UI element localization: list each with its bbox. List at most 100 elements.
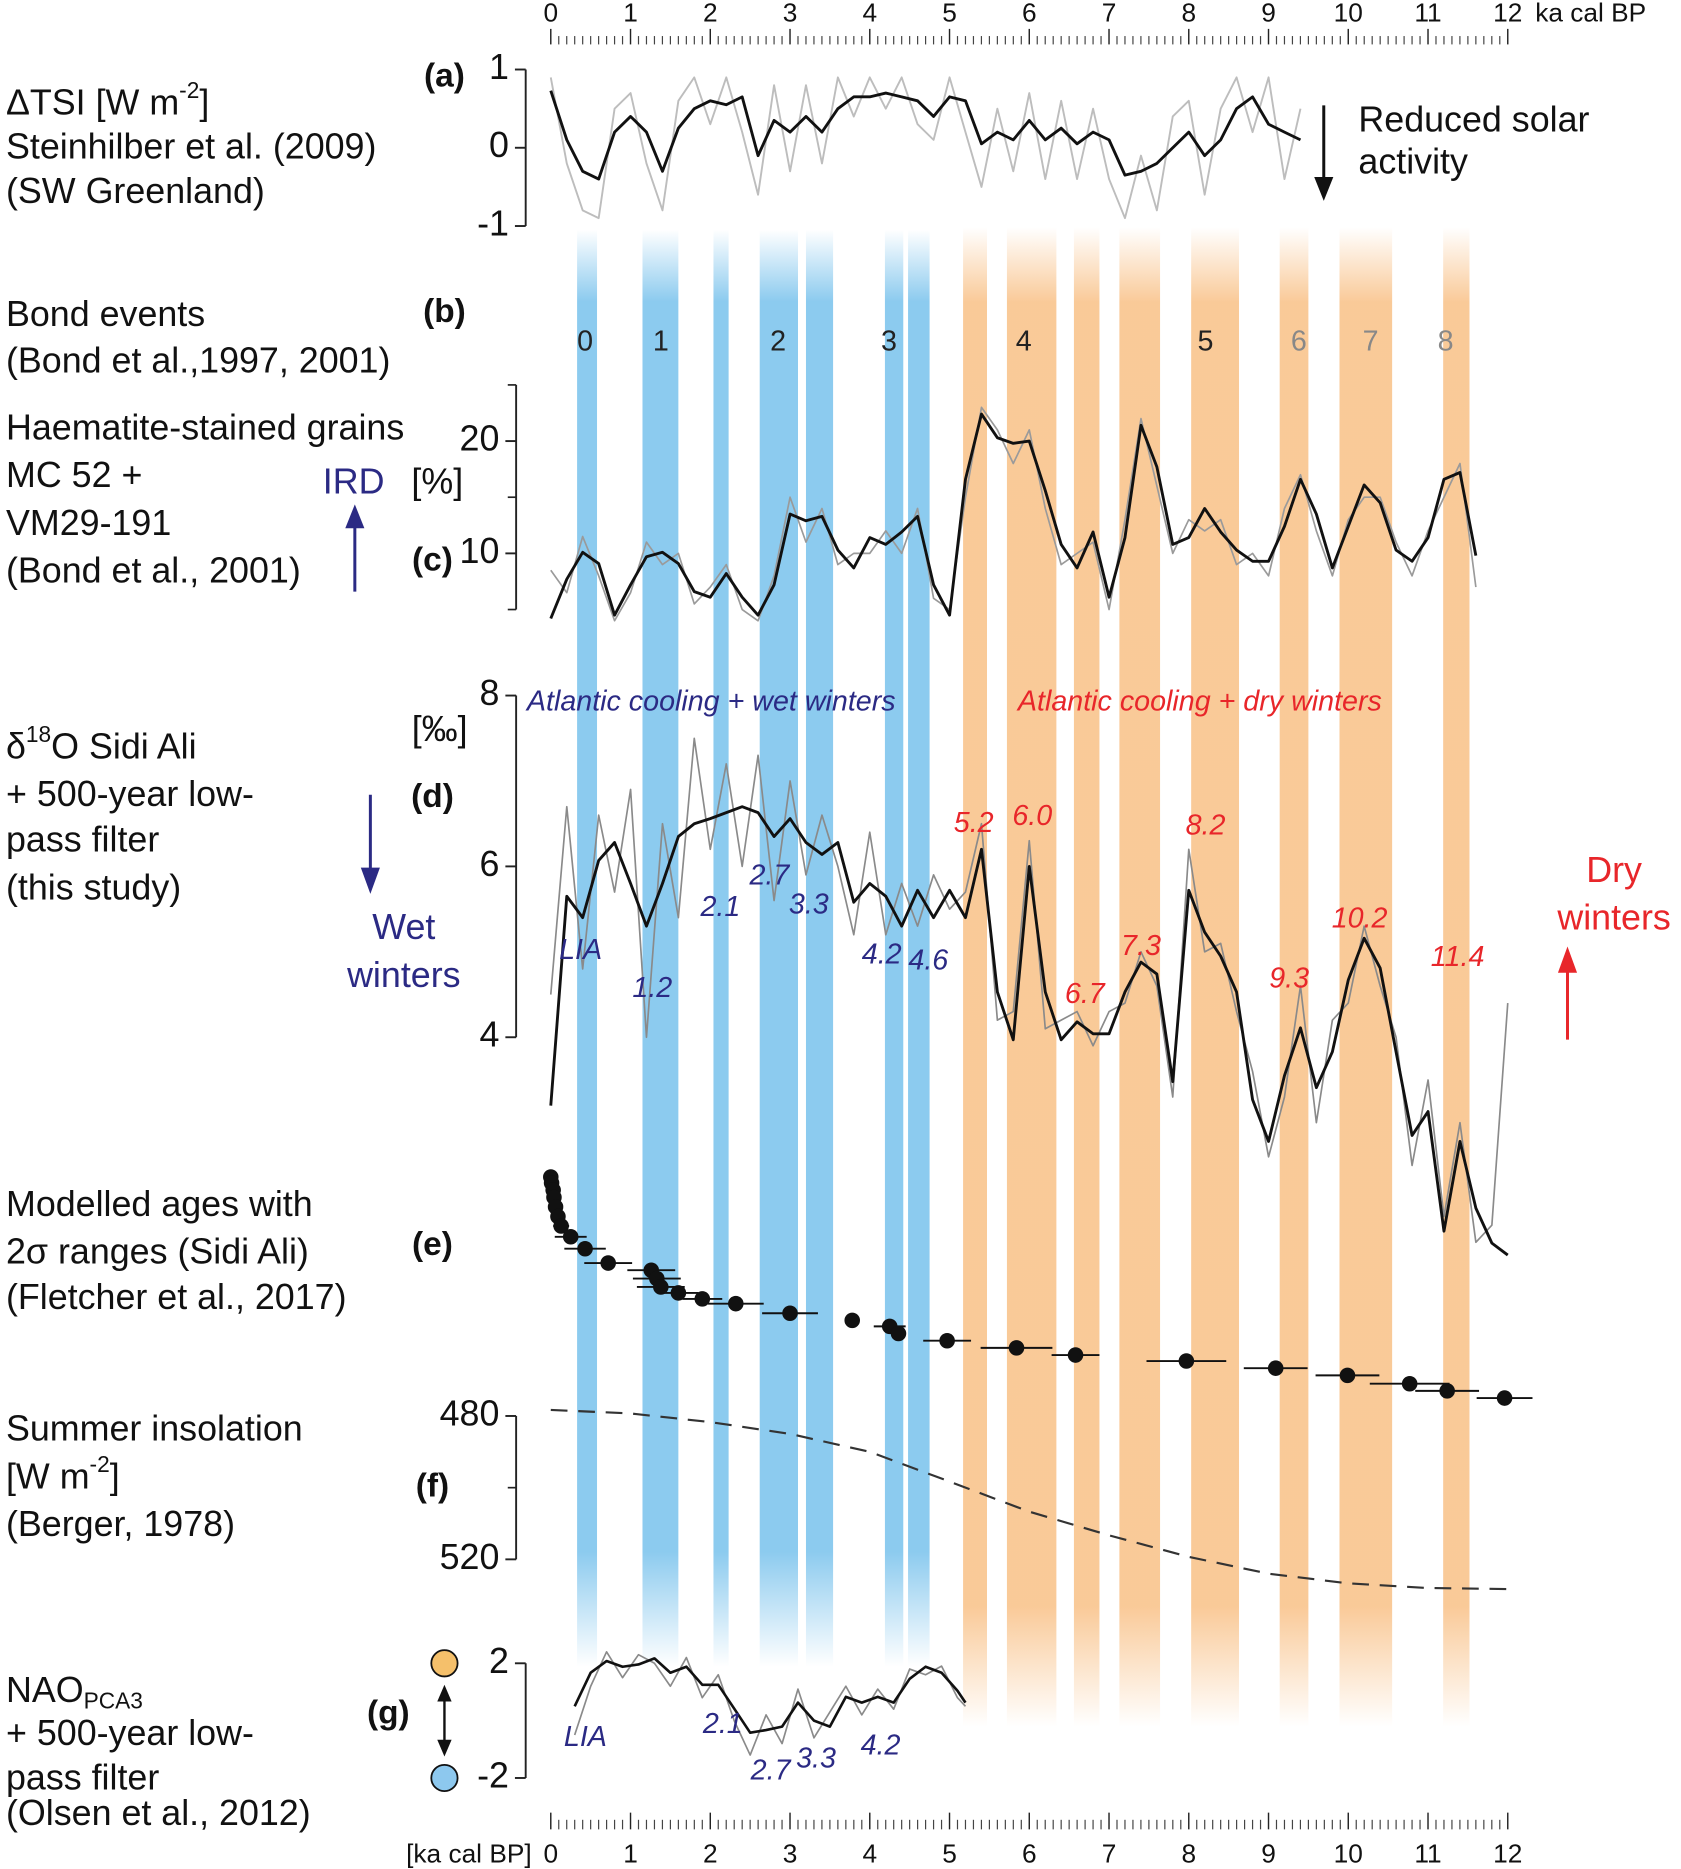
y-tick-label: 480 <box>440 1393 500 1433</box>
y-tick-label: 10 <box>460 531 500 571</box>
wet-arrow-head <box>360 867 380 894</box>
x-tick-label: 0 <box>543 0 558 27</box>
age-point <box>1496 1390 1513 1406</box>
x-tick-label: 6 <box>1022 0 1037 27</box>
panel-description: 2σ ranges (Sidi Ali) <box>6 1232 309 1272</box>
series-line <box>549 76 1302 220</box>
x-tick-label: 4 <box>862 1839 877 1869</box>
event-annotation: 11.4 <box>1431 941 1485 973</box>
age-point <box>670 1285 687 1301</box>
event-annotation: 5.2 <box>954 807 994 839</box>
event-annotation: 2.7 <box>750 1755 792 1787</box>
age-point <box>782 1305 798 1321</box>
series-line <box>549 412 1478 620</box>
bond-event-label: 4 <box>1016 326 1032 358</box>
panel-description: Summer insolation <box>6 1409 303 1449</box>
description-part: ] <box>110 1457 120 1497</box>
age-point <box>844 1312 860 1329</box>
cooling-band <box>1073 227 1100 1727</box>
panel-description: + 500-year low- <box>6 1714 254 1754</box>
description-part: + 500-year low- <box>6 775 254 815</box>
panel-description: δ18O Sidi Ali <box>6 721 197 767</box>
x-tick-label: 1 <box>623 0 638 27</box>
age-point <box>553 1218 569 1234</box>
y-tick-label: 4 <box>479 1015 499 1055</box>
age-point <box>1178 1353 1195 1369</box>
x-tick-label: 8 <box>1181 1839 1196 1869</box>
panel-description: Modelled ages with <box>6 1184 313 1224</box>
description-part: MC 52 + <box>6 456 142 496</box>
description-part: (Bond et al.,1997, 2001) <box>6 341 390 381</box>
x-tick-label: 9 <box>1261 0 1276 27</box>
bond-event-label: 0 <box>577 326 593 358</box>
x-tick-label: 2 <box>703 1839 718 1869</box>
cooling-band <box>642 229 679 1667</box>
cooling-band <box>713 229 729 1667</box>
panel-label: (b) <box>423 293 466 330</box>
description-part: 2σ ranges (Sidi Ali) <box>6 1232 309 1272</box>
description-part: -2 <box>179 77 199 103</box>
series-line <box>549 90 1302 181</box>
x-axis-title: [ka cal BP] <box>406 1839 532 1869</box>
description-part: O Sidi Ali <box>51 727 196 767</box>
age-point <box>1439 1383 1455 1399</box>
panel-label: (d) <box>411 778 454 815</box>
x-tick-label: 11 <box>1414 0 1441 27</box>
panel-description: (Bond et al., 2001) <box>6 551 301 591</box>
bond-event-label: 1 <box>653 326 669 358</box>
age-point <box>653 1279 669 1295</box>
age-point <box>562 1229 579 1245</box>
description-part: (Fletcher et al., 2017) <box>6 1278 347 1318</box>
solar-note: Reduced solar <box>1358 100 1589 140</box>
bond-event-label: 6 <box>1291 326 1307 358</box>
bond-event-label: 2 <box>770 326 786 358</box>
y-tick-label: 20 <box>460 419 500 459</box>
event-annotation: 3.3 <box>796 1743 836 1775</box>
event-annotation: 2.1 <box>702 1708 743 1740</box>
bond-event-label: 7 <box>1363 326 1379 358</box>
wet-note: Atlantic cooling + wet winters <box>525 685 896 717</box>
panel-description: Bond events <box>6 294 205 334</box>
x-tick-label: 6 <box>1022 1839 1037 1869</box>
panel-label: (a) <box>424 58 465 95</box>
event-annotation: 7.3 <box>1121 930 1161 962</box>
y-tick-label: 2 <box>489 1641 509 1681</box>
bond-event-label: 8 <box>1438 326 1454 358</box>
description-part: VM29-191 <box>6 503 171 543</box>
event-annotation: 6.7 <box>1065 978 1106 1010</box>
panel-description: Haematite-stained grains <box>6 408 404 448</box>
unit-label: [‰] <box>412 709 468 749</box>
age-point <box>728 1295 744 1312</box>
description-part: Summer insolation <box>6 1409 303 1449</box>
x-tick-label: 9 <box>1261 1839 1276 1869</box>
description-part: (Olsen et al., 2012) <box>6 1794 311 1834</box>
panel-description: (Fletcher et al., 2017) <box>6 1278 347 1318</box>
x-tick-label: 2 <box>703 0 718 27</box>
panel-label: (c) <box>412 542 453 579</box>
event-annotation: 9.3 <box>1269 962 1309 994</box>
event-annotation: 10.2 <box>1332 903 1388 935</box>
cooling-band <box>908 229 930 1667</box>
description-part: δ <box>6 727 26 767</box>
description-part: -2 <box>90 1451 110 1477</box>
x-tick-label: 7 <box>1102 0 1117 27</box>
age-point <box>1401 1375 1418 1392</box>
panel-description: (Berger, 1978) <box>6 1505 235 1545</box>
cooling-band <box>1191 227 1240 1727</box>
description-part: Steinhilber et al. (2009) <box>6 127 376 167</box>
cooling-band <box>1443 227 1470 1727</box>
dry-label: Dry <box>1586 850 1642 890</box>
panel-description: ΔTSI [W m-2] <box>6 77 209 123</box>
x-tick-label: 10 <box>1334 1839 1363 1869</box>
x-tick-label: 12 <box>1493 1839 1522 1869</box>
event-annotation: 6.0 <box>1012 800 1052 832</box>
cooling-band <box>884 229 904 1667</box>
x-tick-label: 1 <box>623 1839 638 1869</box>
panel-description: (Olsen et al., 2012) <box>6 1794 311 1834</box>
panel-description: NAOPCA3 <box>6 1671 143 1714</box>
panel-description: pass filter <box>6 1758 159 1798</box>
description-part: (SW Greenland) <box>6 171 265 211</box>
ird-label: IRD <box>323 462 385 502</box>
